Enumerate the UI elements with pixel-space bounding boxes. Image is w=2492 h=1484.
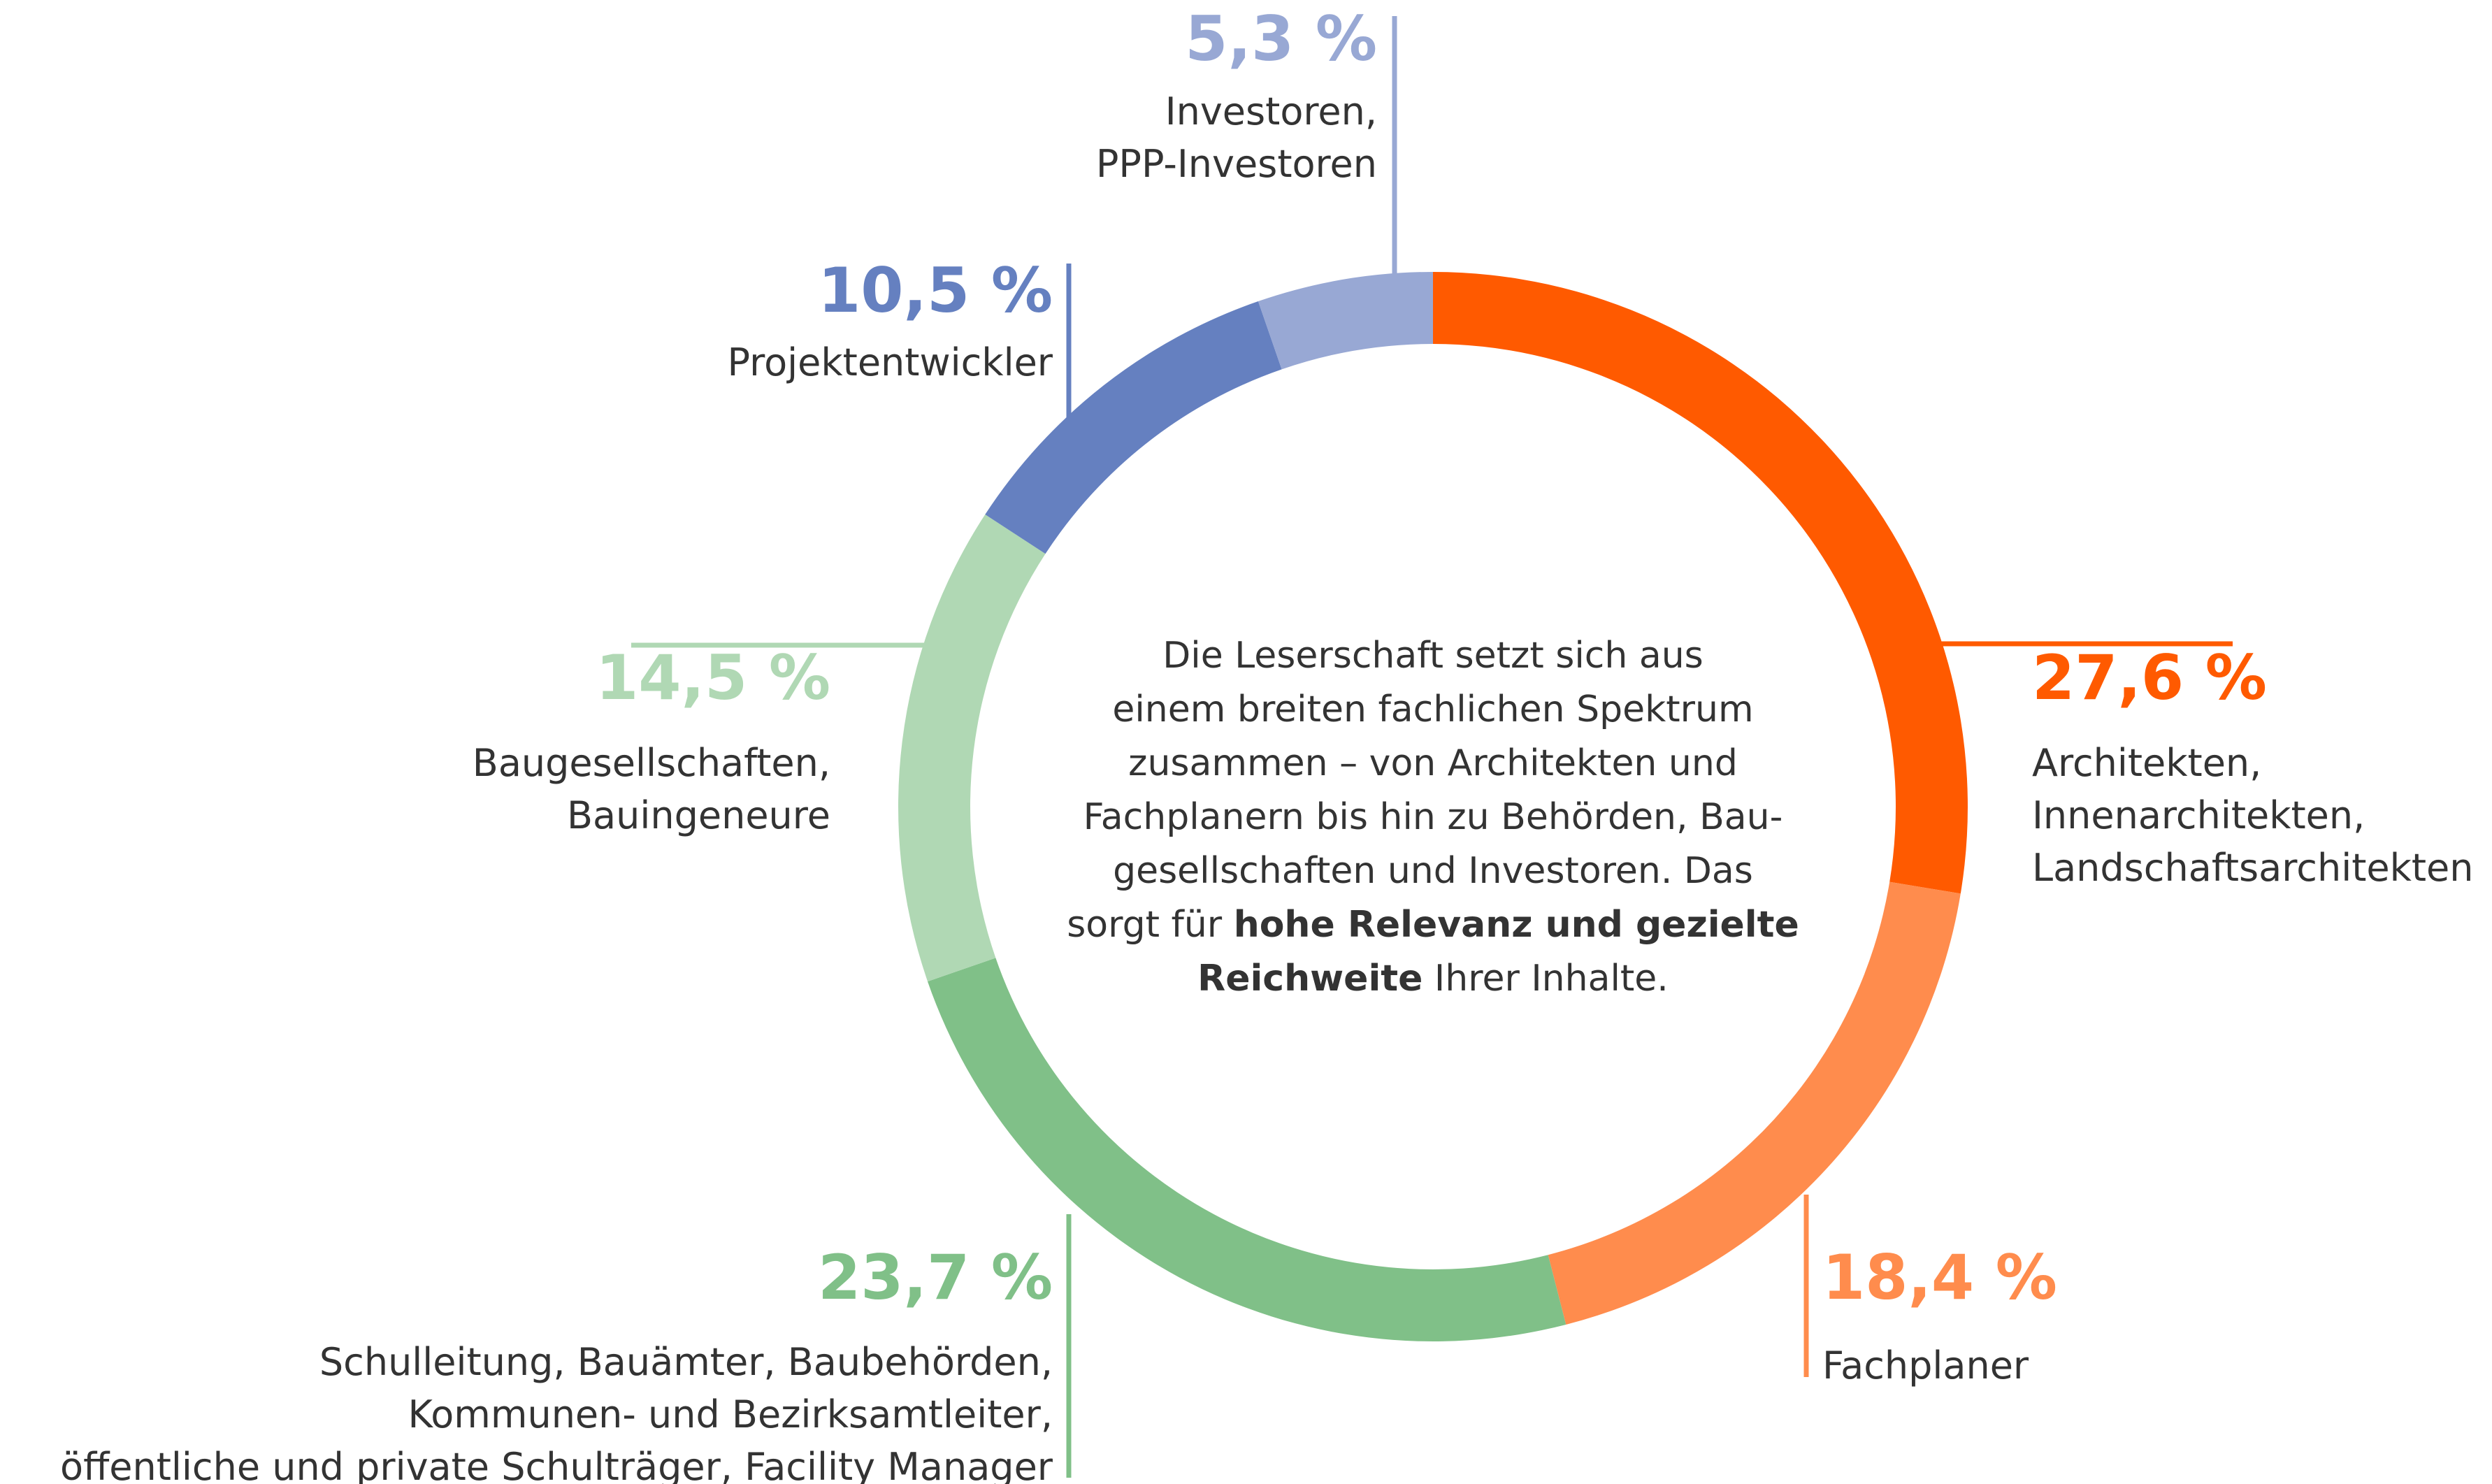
donut-segment xyxy=(898,514,1046,982)
value-label: 14,5 % xyxy=(596,642,830,714)
value-label: 18,4 % xyxy=(1822,1241,2057,1313)
annotation-run: zusammen – von Architekten und xyxy=(1128,742,1738,784)
value-label: 5,3 % xyxy=(1185,3,1377,75)
donut-segment xyxy=(1258,272,1433,370)
annotation-run: hohe Relevanz und gezielte xyxy=(1234,904,1799,946)
annotation-run: Fachplanern bis hin zu Behörden, Bau- xyxy=(1083,796,1783,838)
annotation-run: Ihrer Inhalte. xyxy=(1423,958,1668,1000)
annotation-line: Die Leserschaft setzt sich aus xyxy=(1162,635,1704,677)
annotation-line: zusammen – von Architekten und xyxy=(1128,742,1738,784)
donut-segment xyxy=(985,301,1282,554)
value-label: 10,5 % xyxy=(818,254,1053,326)
category-label: Schulleitung, Bauämter, Baubehörden, xyxy=(319,1340,1053,1384)
donut-segment xyxy=(1548,881,1961,1325)
category-label: Baugesellschaften, xyxy=(473,741,830,785)
annotation-line: sorgt für hohe Relevanz und gezielte xyxy=(1067,904,1799,946)
category-label: Bauingeneure xyxy=(567,793,830,837)
annotation-run: Die Leserschaft setzt sich aus xyxy=(1162,635,1704,677)
annotation-line: gesellschaften und Investoren. Das xyxy=(1113,850,1753,892)
annotation-line: Fachplanern bis hin zu Behörden, Bau- xyxy=(1083,796,1783,838)
value-label: 27,6 % xyxy=(2032,642,2267,714)
category-label: Investoren, xyxy=(1165,89,1377,134)
category-label: PPP-Investoren xyxy=(1096,142,1377,186)
category-label: Innenarchitekten, xyxy=(2032,793,2365,837)
category-label: öffentliche und private Schulträger, Fac… xyxy=(60,1445,1053,1484)
annotation-run: gesellschaften und Investoren. Das xyxy=(1113,850,1753,892)
value-label: 23,7 % xyxy=(818,1241,1053,1313)
annotation-line: einem breiten fachlichen Spektrum xyxy=(1112,689,1753,730)
annotation-run: Reichweite xyxy=(1197,958,1423,1000)
donut-segment xyxy=(1433,272,1968,894)
annotation-line: Reichweite Ihrer Inhalte. xyxy=(1197,958,1669,1000)
category-label: Architekten, xyxy=(2032,741,2261,785)
donut-segment xyxy=(928,958,1566,1341)
category-label: Fachplaner xyxy=(1822,1343,2029,1388)
category-label: Landschaftsarchitekten xyxy=(2032,846,2474,890)
category-label: Projektentwickler xyxy=(727,340,1053,384)
annotation-run: sorgt für xyxy=(1067,904,1233,946)
annotation-run: einem breiten fachlichen Spektrum xyxy=(1112,689,1753,730)
category-label: Kommunen- und Bezirksamtleiter, xyxy=(408,1392,1053,1436)
